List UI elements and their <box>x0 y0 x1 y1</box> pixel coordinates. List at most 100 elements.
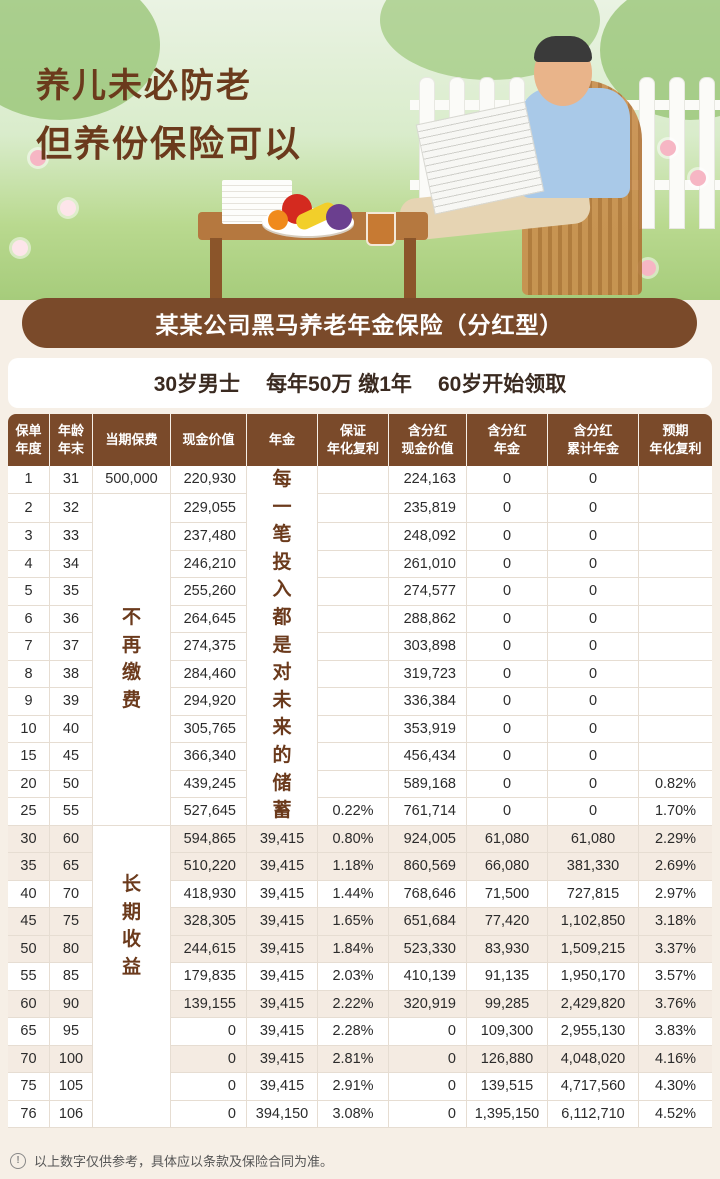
table-cell: 418,930 <box>171 880 247 909</box>
table-cell: 39,415 <box>247 1073 318 1101</box>
table-body: 1 31 500,000 220,930 每一笔投入都是对未来的储蓄 224,163 0 0 2… <box>8 466 712 1129</box>
table-row: 60 90 139,155 39,415 2.22% 320,919 99,285 2,429… <box>8 990 712 1019</box>
table-cell: 1 <box>8 466 50 494</box>
table-cell: 2.28% <box>318 1018 389 1046</box>
table-cell: 0 <box>548 578 639 606</box>
table-cell: 727,815 <box>548 880 639 909</box>
table-cell: 65 <box>8 1018 50 1046</box>
table-cell: 924,005 <box>389 825 467 854</box>
table-header-cell: 年龄 年末 <box>50 414 93 466</box>
table-cell: 32 <box>50 493 93 524</box>
table-cell: 220,930 <box>171 466 247 494</box>
table-cell: 179,835 <box>171 963 247 991</box>
table-row: 75 105 0 39,415 2.91% 0 139,515 4,717,560 4.30% <box>8 1073 712 1101</box>
table-row: 25 55 527,645 0.22% 761,714 0 0 1.70% <box>8 798 712 826</box>
table-row: 9 39 294,920 336,384 0 0 <box>8 688 712 716</box>
table-row: 55 85 179,835 39,415 2.03% 410,139 91,135 1,950… <box>8 963 712 991</box>
table-cell: 4 <box>8 550 50 579</box>
table-cell: 139,515 <box>467 1073 548 1101</box>
table-cell <box>318 466 389 494</box>
hero-title-line2: 但养份保险可以 <box>36 123 303 164</box>
table-cell: 235,819 <box>389 493 467 524</box>
table-cell: 303,898 <box>389 633 467 661</box>
table-cell: 50 <box>50 770 93 799</box>
product-banner: 某某公司黑马养老年金保险（分红型） <box>22 298 697 348</box>
table-cell: 294,920 <box>171 688 247 716</box>
table-cell: 0 <box>171 1018 247 1046</box>
table-header-cell: 当期保费 <box>93 414 171 466</box>
table-cell: 1.18% <box>318 853 389 881</box>
table-cell: 20 <box>8 770 50 799</box>
table-row: 30 60 长期收益 594,865 39,415 0.80% 924,005 61,080 6… <box>8 825 712 1129</box>
table-row: 2 32 不再缴费 229,055 235,819 0 0 <box>8 493 712 826</box>
table-cell: 328,305 <box>171 908 247 936</box>
table-row: 1 31 500,000 220,930 每一笔投入都是对未来的储蓄 224,163 0 0 <box>8 466 712 826</box>
table-header-cell: 保证 年化复利 <box>318 414 389 466</box>
table-cell: 2.03% <box>318 963 389 991</box>
table-cell: 8 <box>8 660 50 689</box>
table-cell: 0 <box>467 493 548 524</box>
table-cell: 70 <box>50 880 93 909</box>
table-row: 7 37 274,375 303,898 0 0 <box>8 633 712 661</box>
table-cell: 75 <box>50 908 93 936</box>
table-cell: 1,509,215 <box>548 935 639 964</box>
table-cell: 139,155 <box>171 990 247 1019</box>
table-cell: 0 <box>467 715 548 744</box>
table-cell: 3 <box>8 523 50 551</box>
table-cell: 95 <box>50 1018 93 1046</box>
table-cell: 651,684 <box>389 908 467 936</box>
table-cell: 305,765 <box>171 715 247 744</box>
benefit-table: 保单 年度 年龄 年末 当期保费 现金价值 年金 保证 年化复利 含分红 现金价值 含分红 年金 含分红累… <box>8 414 712 1129</box>
table-cell: 394,150 <box>247 1100 318 1129</box>
table-cell: 3.57% <box>639 963 712 991</box>
table-cell: 288,862 <box>389 605 467 634</box>
table-cell: 1,102,850 <box>548 908 639 936</box>
table-cell: 237,480 <box>171 523 247 551</box>
table-cell: 3.37% <box>639 935 712 964</box>
plan-start: 60岁开始领取 <box>437 373 567 396</box>
table-cell: 264,645 <box>171 605 247 634</box>
table-cell: 0 <box>389 1073 467 1101</box>
table-cell: 0 <box>467 660 548 689</box>
table-cell <box>318 550 389 579</box>
table-cell: 320,919 <box>389 990 467 1019</box>
table-header-cell: 保单 年度 <box>8 414 50 466</box>
table-cell: 527,645 <box>171 798 247 826</box>
table-cell: 0 <box>389 1100 467 1129</box>
table-cell: 261,010 <box>389 550 467 579</box>
hero-illustration: 养儿未必防老 但养份保险可以 <box>0 0 720 300</box>
table-cell: 366,340 <box>171 743 247 771</box>
table-cell: 4.52% <box>639 1100 712 1129</box>
table-cell: 31 <box>50 466 93 494</box>
table-row: 20 50 439,245 589,168 0 0 0.82% <box>8 770 712 799</box>
table-cell: 353,919 <box>389 715 467 744</box>
table-cell: 70 <box>8 1045 50 1074</box>
table-cell: 0 <box>467 605 548 634</box>
table-cell: 1,395,150 <box>467 1100 548 1129</box>
table-cell: 55 <box>8 963 50 991</box>
table-cell <box>639 688 712 716</box>
table-cell: 0 <box>389 1018 467 1046</box>
table-cell: 0.82% <box>639 770 712 799</box>
table-cell: 39,415 <box>247 853 318 881</box>
table-row: 15 45 366,340 456,434 0 0 <box>8 743 712 771</box>
table-cell: 85 <box>50 963 93 991</box>
table-cell: 0 <box>171 1073 247 1101</box>
table-cell: 0 <box>548 633 639 661</box>
table-cell: 39,415 <box>247 880 318 909</box>
table-cell: 2 <box>8 493 50 524</box>
table-cell <box>639 605 712 634</box>
table-cell: 45 <box>50 743 93 771</box>
table-cell: 39,415 <box>247 825 318 854</box>
table-cell: 0 <box>467 688 548 716</box>
table-cell <box>318 770 389 799</box>
table-row: 35 65 510,220 39,415 1.18% 860,569 66,080 381,3… <box>8 853 712 881</box>
table-header-cell: 含分红 年金 <box>467 414 548 466</box>
table-cell: 4,717,560 <box>548 1073 639 1101</box>
table-cell: 0 <box>548 743 639 771</box>
table-cell: 39,415 <box>247 1018 318 1046</box>
table-cell: 36 <box>50 605 93 634</box>
disclaimer-text: 以上数字仅供参考，具体应以条款及保险合同为准。 <box>34 1154 334 1169</box>
table-cell: 4,048,020 <box>548 1045 639 1074</box>
long-term-income-label: 长期收益 <box>93 825 171 1129</box>
